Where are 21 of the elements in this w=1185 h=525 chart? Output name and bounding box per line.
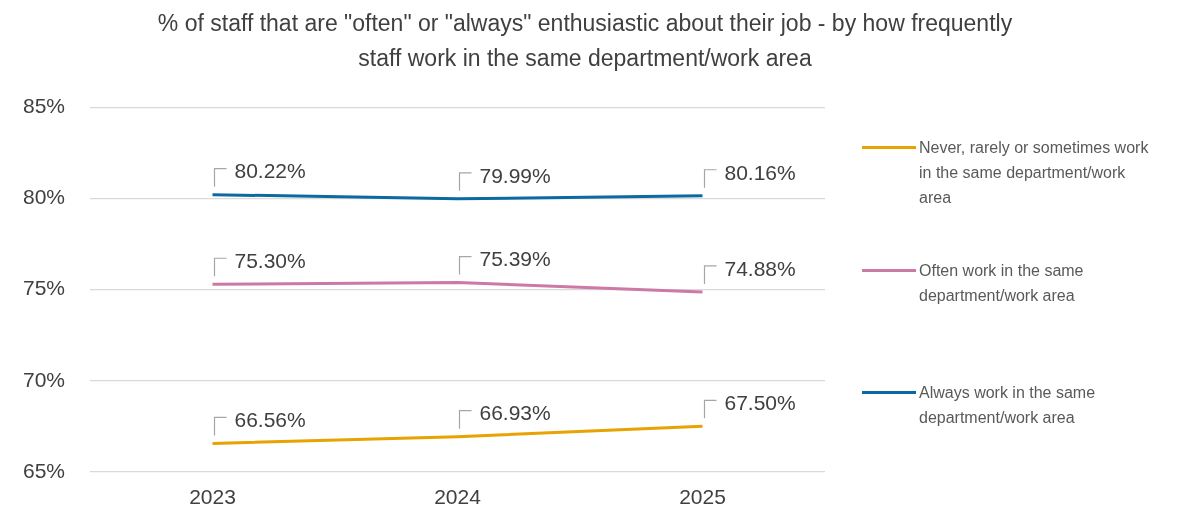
- legend-label: Never, rarely or sometimes work in the same department/work area: [919, 138, 1150, 208]
- x-tick-label: 2023: [189, 485, 236, 509]
- y-tick-label: 70%: [22, 367, 65, 391]
- data-label: 74.88%: [724, 256, 796, 280]
- data-label: 75.39%: [479, 247, 551, 271]
- data-label: 66.56%: [234, 408, 306, 432]
- y-tick-label: 75%: [22, 276, 65, 300]
- data-label: 80.22%: [234, 159, 306, 183]
- legend-label: Always work in the same department/work area: [919, 383, 1097, 428]
- data-label: 75.30%: [234, 249, 306, 273]
- chart-title: % of staff that are "often" or "always" enthusiastic about their job - by how frequently staff work in the same department/work area: [156, 9, 1014, 73]
- x-tick-label: 2025: [679, 485, 726, 509]
- data-label: 67.50%: [724, 391, 796, 415]
- data-label: 80.16%: [724, 160, 796, 184]
- legend-label: Often work in the same department/work area: [919, 261, 1085, 306]
- y-tick-label: 65%: [22, 458, 65, 482]
- data-label: 79.99%: [479, 163, 551, 187]
- y-tick-label: 80%: [22, 185, 65, 209]
- y-tick-label: 85%: [22, 94, 65, 118]
- x-tick-label: 2024: [434, 485, 482, 509]
- data-label: 66.93%: [479, 401, 551, 425]
